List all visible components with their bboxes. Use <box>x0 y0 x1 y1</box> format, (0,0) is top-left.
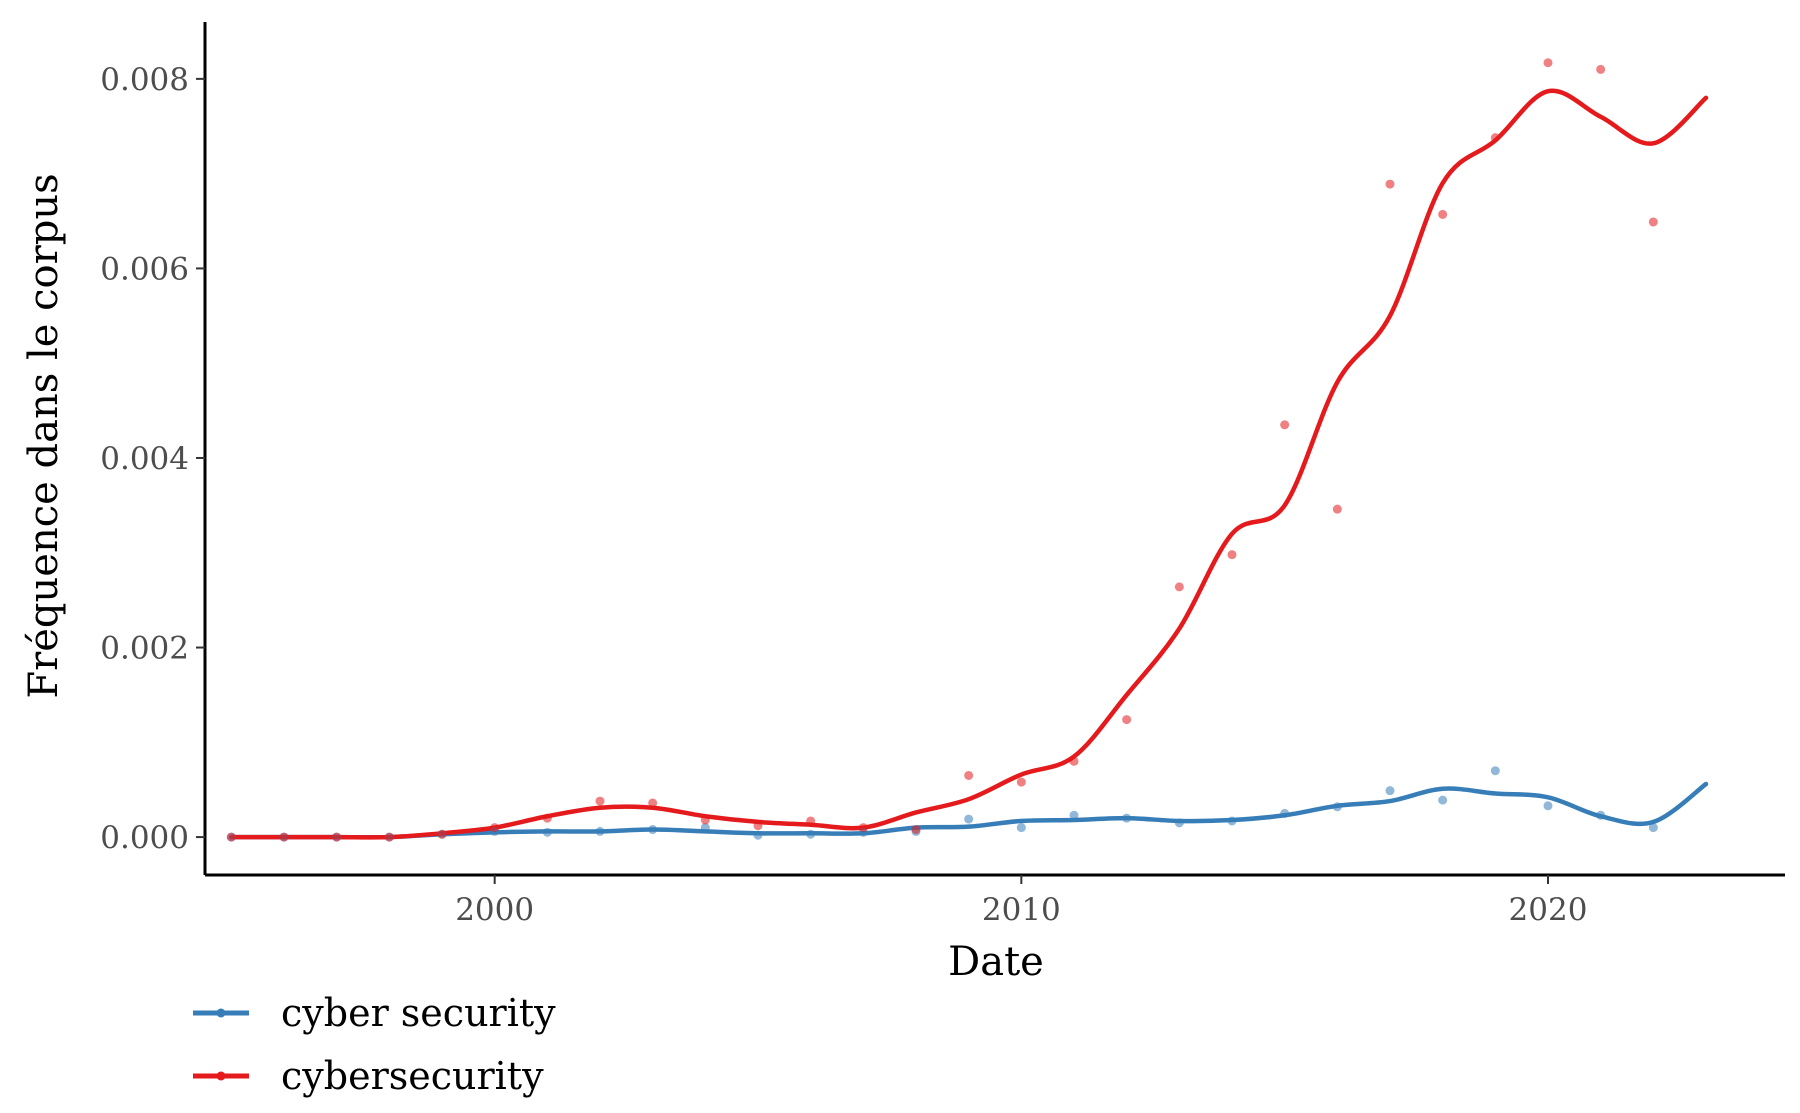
data-point-cybersecurity <box>700 815 710 825</box>
y-tick-label: 0.000 <box>100 820 189 856</box>
legend-key-point <box>216 1071 226 1081</box>
data-point-cyber-security <box>1490 766 1500 776</box>
data-point-cybersecurity <box>384 832 394 842</box>
y-tick-label: 0.002 <box>100 631 189 667</box>
x-tick-label: 2010 <box>982 892 1061 928</box>
axis-ticks: 0.000 0.002 0.004 0.006 0.008 2000 2010 2020 <box>100 62 1587 928</box>
data-point-cyber-security <box>1122 813 1132 823</box>
data-points <box>226 58 1658 842</box>
data-point-cyber-security <box>1280 808 1290 818</box>
legend-label: cybersecurity <box>281 1054 544 1098</box>
data-point-cybersecurity <box>1122 715 1132 725</box>
data-point-cybersecurity <box>911 825 921 835</box>
data-point-cybersecurity <box>1490 133 1500 143</box>
data-point-cybersecurity <box>542 813 552 823</box>
data-point-cybersecurity <box>964 770 974 780</box>
data-point-cyber-security <box>1069 810 1079 820</box>
legend-item-cybersecurity: cybersecurity <box>193 1054 544 1098</box>
data-point-cybersecurity <box>1174 582 1184 592</box>
data-point-cybersecurity <box>1648 217 1658 227</box>
data-point-cyber-security <box>542 827 552 837</box>
data-point-cyber-security <box>753 830 763 840</box>
data-point-cyber-security <box>964 814 974 824</box>
data-point-cyber-security <box>1016 823 1026 833</box>
data-point-cybersecurity <box>490 823 500 833</box>
data-point-cybersecurity <box>595 796 605 806</box>
data-point-cyber-security <box>1332 802 1342 812</box>
legend-key-point <box>216 1008 226 1018</box>
data-point-cyber-security <box>595 826 605 836</box>
y-tick-label: 0.008 <box>100 62 189 98</box>
data-point-cybersecurity <box>1280 420 1290 430</box>
data-point-cybersecurity <box>1016 777 1026 787</box>
data-point-cyber-security <box>1174 818 1184 828</box>
data-point-cybersecurity <box>1227 550 1237 560</box>
y-tick-label: 0.004 <box>100 441 189 477</box>
legend-label: cyber security <box>281 991 556 1035</box>
data-point-cyber-security <box>700 823 710 833</box>
data-point-cybersecurity <box>806 816 816 826</box>
data-point-cyber-security <box>1543 801 1553 811</box>
data-point-cybersecurity <box>226 832 236 842</box>
data-point-cybersecurity <box>1385 179 1395 189</box>
legend-item-cyber-security: cyber security <box>193 991 556 1035</box>
data-point-cyber-security <box>1596 810 1606 820</box>
data-point-cybersecurity <box>332 832 342 842</box>
data-point-cyber-security <box>1227 816 1237 826</box>
data-point-cybersecurity <box>648 798 658 808</box>
data-point-cybersecurity <box>858 823 868 833</box>
data-point-cybersecurity <box>437 829 447 839</box>
trend-line-cyber-security <box>229 781 1709 840</box>
data-point-cybersecurity <box>1543 58 1553 68</box>
y-tick-label: 0.006 <box>100 251 189 287</box>
data-point-cyber-security <box>648 825 658 835</box>
x-axis-title: Date <box>948 939 1044 985</box>
data-point-cybersecurity <box>1069 756 1079 766</box>
data-point-cybersecurity <box>1438 209 1448 219</box>
x-tick-label: 2020 <box>1509 892 1588 928</box>
data-point-cyber-security <box>1438 795 1448 805</box>
data-point-cyber-security <box>1385 786 1395 796</box>
data-point-cybersecurity <box>1596 64 1606 74</box>
axes <box>203 22 1785 877</box>
legend: cyber security cybersecurity <box>193 991 556 1098</box>
data-point-cyber-security <box>806 829 816 839</box>
y-axis-title: Fréquence dans le corpus <box>21 173 67 698</box>
data-point-cybersecurity <box>753 821 763 831</box>
x-tick-label: 2000 <box>455 892 534 928</box>
data-point-cybersecurity <box>279 832 289 842</box>
data-point-cybersecurity <box>1332 504 1342 514</box>
data-point-cyber-security <box>1648 823 1658 833</box>
